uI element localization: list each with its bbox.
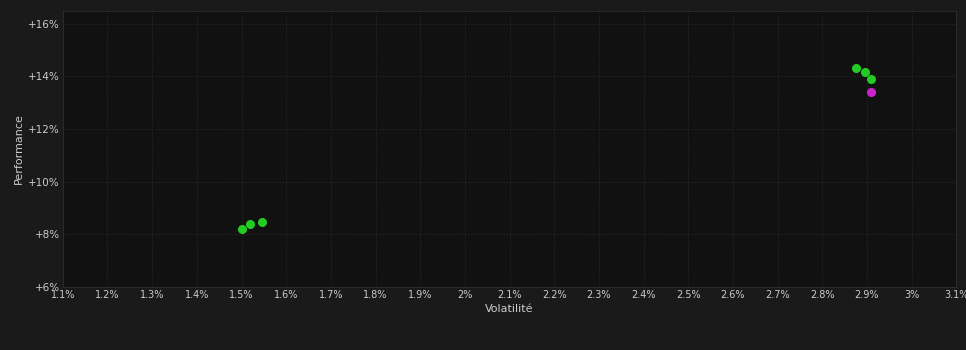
Point: [242, 222, 258, 227]
Point: [254, 219, 270, 224]
Point: [857, 70, 872, 75]
Point: [864, 76, 879, 82]
Y-axis label: Performance: Performance: [14, 113, 24, 184]
Point: [234, 226, 249, 232]
Point: [848, 66, 864, 71]
X-axis label: Volatilité: Volatilité: [485, 304, 534, 314]
Point: [864, 89, 879, 95]
